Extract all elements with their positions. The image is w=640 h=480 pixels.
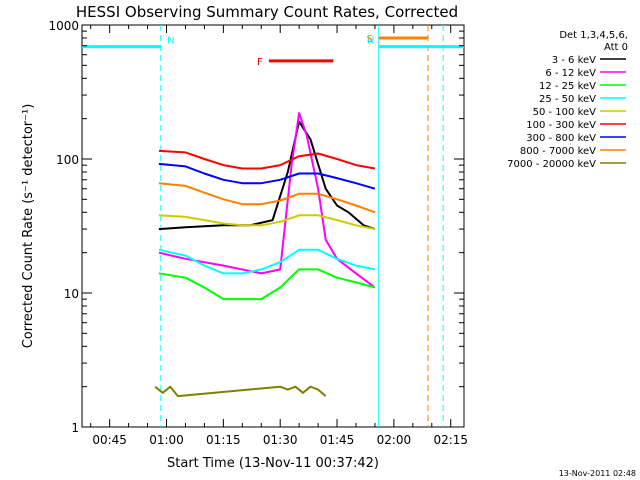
plot-frame bbox=[81, 24, 465, 428]
legend-header: Att 0 bbox=[604, 42, 628, 53]
legend-entry-label: 100 - 300 keV bbox=[526, 120, 596, 131]
legend-entry-label: 800 - 7000 keV bbox=[520, 146, 596, 157]
marker-layer bbox=[160, 25, 444, 427]
series-line-7 bbox=[158, 162, 376, 190]
legend-entry-label: 12 - 25 keV bbox=[539, 81, 596, 92]
series-line-8 bbox=[158, 182, 376, 214]
series-line-6 bbox=[158, 149, 376, 170]
series-line-5 bbox=[158, 214, 376, 231]
axis-layer: 00:45 01:00 01:15 01:30 01:45 02:00 02:15 1 10 10… bbox=[48, 19, 468, 447]
flag-label: S bbox=[367, 34, 373, 45]
x-axis-label: Start Time (13-Nov-11 00:37:42) bbox=[167, 456, 379, 471]
legend-entry-label: 300 - 800 keV bbox=[526, 133, 596, 144]
y-tick-label: 1000 bbox=[48, 19, 79, 33]
y-tick-label: 100 bbox=[56, 153, 79, 167]
legend: Det 1,3,4,5,6,Att 0 3 - 6 keV 6 - 12 keV 12… bbox=[507, 30, 628, 170]
flag-label: N bbox=[367, 36, 374, 47]
x-tick-label: 01:00 bbox=[149, 433, 184, 447]
chart-title: HESSI Observing Summary Count Rates, Cor… bbox=[76, 3, 458, 21]
legend-entry-label: 50 - 100 keV bbox=[533, 107, 597, 118]
timestamp: 13-Nov-2011 02:48 bbox=[559, 469, 636, 478]
legend-header: Det 1,3,4,5,6, bbox=[559, 30, 628, 41]
flag-label: F bbox=[257, 57, 263, 68]
y-tick-label: 10 bbox=[64, 287, 79, 301]
legend-entry-label: 3 - 6 keV bbox=[552, 55, 596, 66]
y-tick-label: 1 bbox=[71, 421, 79, 435]
x-tick-label: 01:30 bbox=[263, 433, 298, 447]
flag-layer: N N F S bbox=[82, 34, 464, 68]
legend-entry-label: 7000 - 20000 keV bbox=[507, 159, 596, 170]
series-layer bbox=[154, 112, 376, 398]
x-tick-label: 02:15 bbox=[433, 433, 468, 447]
x-tick-label: 01:45 bbox=[320, 433, 355, 447]
x-tick-label: 02:00 bbox=[377, 433, 412, 447]
series-line-9 bbox=[154, 385, 327, 398]
legend-entry-label: 25 - 50 keV bbox=[539, 94, 596, 105]
y-axis-label: Corrected Count Rate (s⁻¹ detector⁻¹) bbox=[21, 104, 36, 349]
series-line-1 bbox=[158, 120, 376, 231]
flag-label: N bbox=[167, 36, 174, 47]
series-line-4 bbox=[158, 248, 376, 275]
x-tick-label: 01:15 bbox=[206, 433, 241, 447]
legend-entry-label: 6 - 12 keV bbox=[545, 68, 596, 79]
series-line-3 bbox=[158, 268, 376, 301]
x-tick-label: 00:45 bbox=[92, 433, 127, 447]
